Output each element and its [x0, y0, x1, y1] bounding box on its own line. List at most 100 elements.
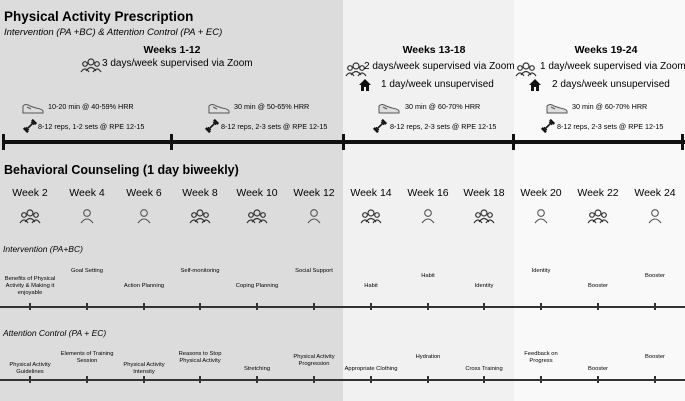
- week-label: Week 24: [634, 187, 676, 199]
- week-label: Week 2: [12, 187, 48, 199]
- group-icon: [246, 208, 268, 229]
- intervention-tick: [29, 303, 31, 310]
- page-title: Physical Activity Prescription: [4, 9, 194, 24]
- control-topic: Feedback on Progress: [524, 351, 558, 364]
- dumbbell-icon: [204, 118, 220, 138]
- week-label: Week 18: [463, 187, 505, 199]
- intervention-topic: Booster: [645, 273, 665, 279]
- phase-3-aerobic: 30 min @ 60-70% HRR: [572, 102, 648, 111]
- timeline-tick: [170, 134, 173, 150]
- phase-1-heading: Weeks 1-12: [143, 44, 201, 56]
- control-tick: [654, 376, 656, 383]
- counseling-title: Behavioral Counseling (1 day biweekly): [4, 163, 239, 177]
- phase-3-supervised: 1 day/week supervised via Zoom: [540, 61, 685, 72]
- phase-1-aerobic-b: 30 min @ 50-65% HRR: [234, 102, 310, 111]
- intervention-tick: [483, 303, 485, 310]
- week-label: Week 12: [293, 187, 335, 199]
- group-icon: [587, 208, 609, 229]
- group-icon: [360, 208, 382, 229]
- phase-1-strength-b: 8-12 reps, 2-3 sets @ RPE 12-15: [221, 122, 328, 131]
- phase-2-background: [343, 0, 514, 401]
- phase-3-heading: Weeks 19-24: [574, 44, 638, 56]
- control-topic: Physical Activity Guidelines: [9, 362, 51, 375]
- week-label: Week 20: [520, 187, 562, 199]
- group-icon: [473, 208, 495, 229]
- control-topic: Physical Activity Intensity: [123, 362, 165, 375]
- intervention-tick: [86, 303, 88, 310]
- control-topic: Physical Activity Progression: [293, 354, 335, 367]
- intervention-topic: Booster: [588, 283, 608, 289]
- intervention-topic: Habit: [421, 273, 435, 279]
- house-icon: [528, 78, 542, 97]
- intervention-label: Intervention (PA+BC): [3, 244, 83, 254]
- intervention-topic: Habit: [364, 283, 378, 289]
- control-timeline: [0, 379, 685, 381]
- week-label: Week 16: [407, 187, 449, 199]
- control-tick: [483, 376, 485, 383]
- intervention-tick: [199, 303, 201, 310]
- control-tick: [370, 376, 372, 383]
- control-topic: Cross Training: [465, 366, 503, 372]
- control-topic: Stretching: [243, 366, 271, 372]
- intervention-topic: Social Support: [295, 268, 333, 274]
- phase-3-background: [514, 0, 685, 401]
- phase-2-heading: Weeks 13-18: [402, 44, 466, 56]
- control-tick: [597, 376, 599, 383]
- house-icon: [358, 78, 372, 97]
- phase-3-strength: 8-12 reps, 2-3 sets @ RPE 12-15: [557, 122, 664, 131]
- person-icon: [533, 208, 549, 229]
- group-icon: [80, 57, 102, 78]
- person-icon: [79, 208, 95, 229]
- phase-1-strength-a: 8-12 reps, 1-2 sets @ RPE 12-15: [38, 122, 145, 131]
- timeline-tick: [512, 134, 515, 150]
- control-tick: [427, 376, 429, 383]
- control-topic: Hydration: [415, 354, 441, 360]
- timeline-tick: [2, 134, 5, 150]
- dumbbell-icon: [540, 118, 556, 138]
- intervention-topic: Goal Setting: [71, 268, 103, 274]
- page-subtitle: Intervention (PA +BC) & Attention Contro…: [4, 27, 223, 38]
- dumbbell-icon: [372, 118, 388, 138]
- shoe-icon: [546, 101, 568, 119]
- intervention-tick: [313, 303, 315, 310]
- week-label: Week 6: [126, 187, 162, 199]
- group-icon: [345, 61, 367, 82]
- control-label: Attention Control (PA + EC): [3, 328, 107, 338]
- group-icon: [515, 61, 537, 82]
- intervention-timeline: [0, 306, 685, 308]
- week-label: Week 8: [182, 187, 218, 199]
- timeline-tick: [342, 134, 345, 150]
- timeline-tick: [681, 134, 684, 150]
- control-tick: [256, 376, 258, 383]
- control-topic: Elements of Training Session: [60, 351, 114, 364]
- control-tick: [29, 376, 31, 383]
- control-tick: [540, 376, 542, 383]
- intervention-tick: [597, 303, 599, 310]
- intervention-tick: [654, 303, 656, 310]
- week-label: Week 22: [577, 187, 619, 199]
- person-icon: [136, 208, 152, 229]
- phase-1-background: [0, 0, 343, 401]
- phase-2-unsupervised: 1 day/week unsupervised: [381, 79, 494, 90]
- control-topic: Booster: [588, 366, 608, 372]
- intervention-topic: Benefits of Physical Activity & Making it…: [4, 276, 56, 296]
- control-topic: Booster: [645, 354, 665, 360]
- control-tick: [199, 376, 201, 383]
- person-icon: [420, 208, 436, 229]
- intervention-tick: [256, 303, 258, 310]
- intervention-tick: [143, 303, 145, 310]
- intervention-tick: [427, 303, 429, 310]
- phase-1-supervised: 3 days/week supervised via Zoom: [102, 58, 253, 69]
- week-label: Week 10: [236, 187, 278, 199]
- intervention-topic: Self-monitoring: [180, 268, 220, 274]
- control-topic: Appropriate Clothing: [344, 366, 398, 372]
- intervention-tick: [370, 303, 372, 310]
- intervention-topic: Coping Planning: [235, 283, 279, 289]
- phase-3-unsupervised: 2 days/week unsupervised: [552, 79, 670, 90]
- person-icon: [647, 208, 663, 229]
- control-topic: Reasons to Stop Physical Activity: [178, 351, 222, 364]
- control-tick: [313, 376, 315, 383]
- control-tick: [143, 376, 145, 383]
- group-icon: [189, 208, 211, 229]
- shoe-icon: [378, 101, 400, 119]
